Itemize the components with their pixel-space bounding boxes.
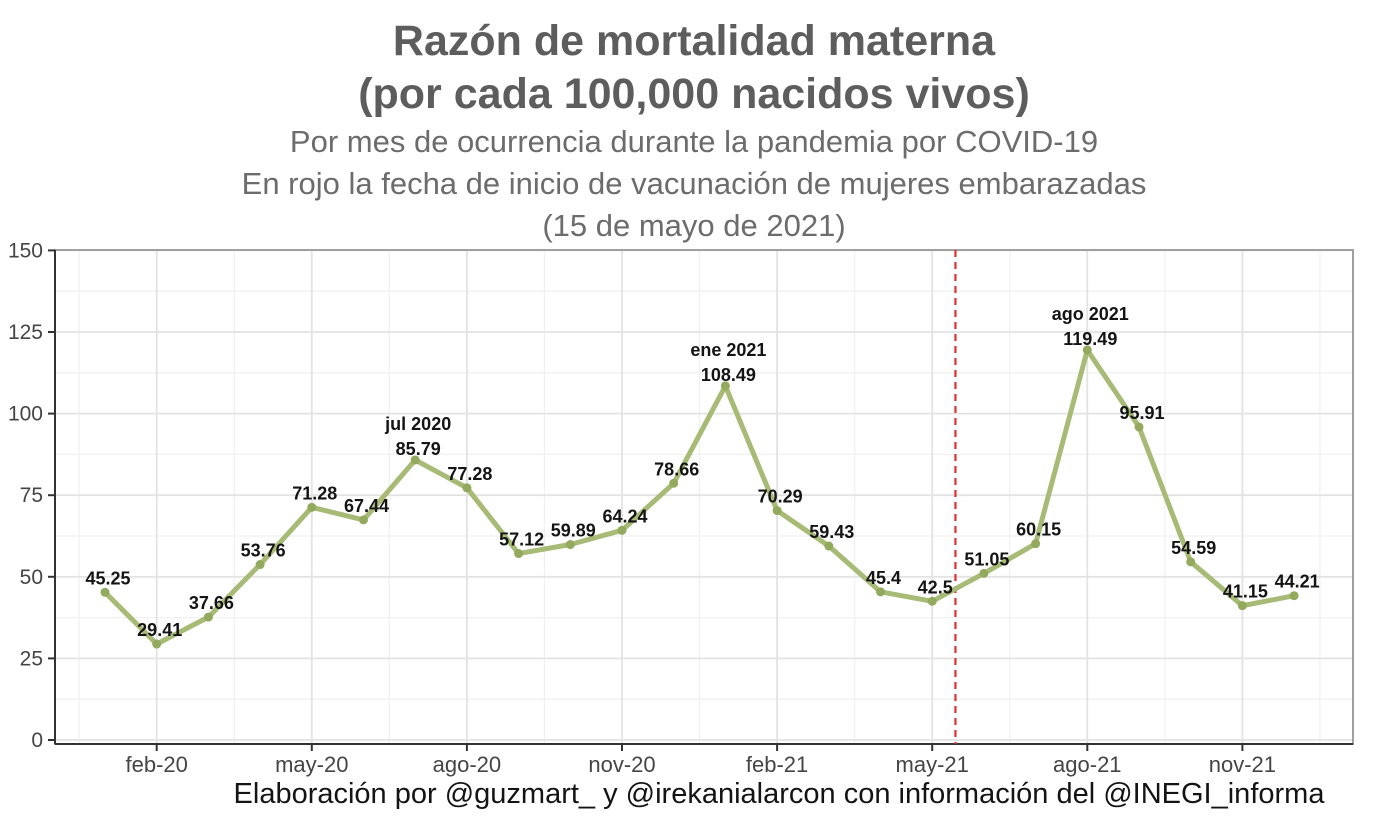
data-point [1289, 591, 1299, 601]
data-point-label: 85.79 [396, 439, 441, 459]
data-point [617, 525, 627, 535]
data-line [102, 347, 1297, 647]
data-point-label: 41.15 [1223, 582, 1268, 602]
data-point-label: 45.4 [866, 568, 901, 588]
data-point [307, 502, 317, 512]
data-point-label: 44.21 [1275, 572, 1320, 592]
peak-annotation: ene 2021 [690, 340, 766, 360]
data-point-label: 64.24 [602, 506, 647, 526]
x-axis-tick-label: may-20 [275, 752, 348, 777]
data-point [410, 455, 420, 465]
x-axis-tick-label: feb-21 [746, 752, 808, 777]
data-point [359, 515, 368, 525]
data-point [100, 587, 110, 597]
data-point [1237, 601, 1247, 611]
x-axis-tick-label: nov-20 [588, 752, 655, 777]
data-point-label: 95.91 [1119, 403, 1164, 423]
y-axis-tick-label: 0 [31, 729, 43, 752]
data-point [1134, 422, 1144, 432]
y-axis-tick-label: 25 [20, 647, 43, 670]
data-point-label: 37.66 [189, 593, 234, 613]
data-point-label: 59.43 [809, 522, 854, 542]
chart-subtitle-line2: En rojo la fecha de inicio de vacunación… [241, 166, 1147, 201]
data-point-label: 53.76 [241, 541, 286, 561]
data-point [565, 540, 575, 550]
y-axis-tick-label: 125 [8, 321, 43, 344]
x-axis-tick-label: ago-20 [433, 752, 502, 777]
panel-border [54, 249, 1354, 745]
data-point [152, 639, 162, 649]
data-point [669, 478, 679, 488]
y-axis-tick-label: 150 [8, 239, 43, 262]
data-point-label: 42.5 [918, 577, 953, 597]
data-point-label: 67.44 [344, 496, 389, 516]
data-point [824, 541, 834, 551]
data-point [1082, 345, 1092, 355]
x-axis-tick-label: nov-21 [1209, 752, 1276, 777]
data-point-label: 51.05 [964, 549, 1009, 569]
data-point [979, 568, 989, 578]
y-axis-tick-label: 75 [20, 484, 43, 507]
data-point-label: 108.49 [701, 365, 756, 385]
data-point [876, 587, 885, 597]
chart-subtitle-line3: (15 de mayo de 2021) [542, 208, 846, 243]
data-point-label: 29.41 [137, 620, 182, 640]
data-point [203, 612, 213, 622]
data-point-label: 70.29 [758, 487, 803, 507]
data-point-label: 45.25 [85, 568, 130, 588]
data-point-label: 71.28 [292, 483, 337, 503]
chart-subtitle-line1: Por mes de ocurrencia durante la pandemi… [289, 124, 1099, 159]
chart-header: Razón de mortalidad materna (por cada 10… [0, 15, 1388, 247]
x-axis-tick-label: may-21 [896, 752, 969, 777]
data-point-label: 57.12 [499, 530, 544, 550]
data-point [255, 560, 265, 570]
data-point [514, 549, 524, 559]
y-axis-tick-label: 50 [20, 566, 43, 589]
chart-title-line1: Razón de mortalidad materna [392, 17, 996, 65]
data-point-label: 77.28 [447, 464, 492, 484]
data-point-label: 54.59 [1171, 538, 1216, 558]
data-point-label: 119.49 [1063, 329, 1117, 349]
data-point-label: 60.15 [1016, 520, 1061, 540]
data-point [462, 483, 472, 493]
x-axis-tick-label: feb-20 [126, 752, 188, 777]
data-point [1031, 539, 1041, 549]
peak-annotation: jul 2020 [384, 414, 451, 434]
chart-title-line2: (por cada 100,000 nacidos vivos) [358, 70, 1030, 118]
data-point [720, 381, 730, 391]
x-axis-tick-label: ago-21 [1053, 752, 1122, 777]
source-caption: Elaboración por @guzmart_ y @irekanialar… [233, 778, 1325, 810]
data-point [927, 596, 937, 606]
data-point [772, 506, 782, 516]
y-axis-tick-label: 100 [8, 403, 43, 426]
peak-annotation: ago 2021 [1052, 304, 1129, 324]
data-point-label: 59.89 [551, 521, 596, 541]
data-point [1186, 557, 1196, 567]
data-point-label: 78.66 [654, 459, 699, 479]
